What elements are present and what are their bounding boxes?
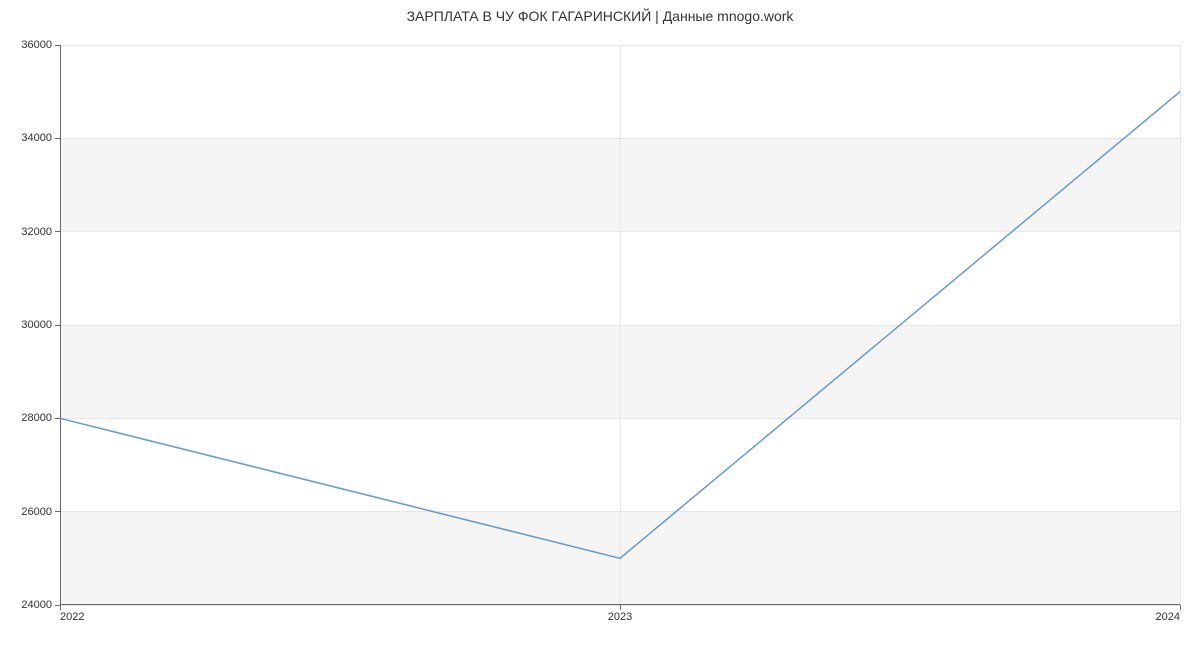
x-tick-mark bbox=[60, 605, 61, 610]
x-tick-label: 2023 bbox=[608, 611, 632, 623]
x-tick-mark bbox=[620, 605, 621, 610]
plot-area: 2400026000280003000032000340003600020222… bbox=[60, 45, 1180, 605]
chart-title: ЗАРПЛАТА В ЧУ ФОК ГАГАРИНСКИЙ | Данные m… bbox=[0, 8, 1200, 24]
y-tick-label: 28000 bbox=[21, 412, 52, 424]
x-tick-label: 2024 bbox=[1156, 611, 1180, 623]
y-tick-label: 36000 bbox=[21, 39, 52, 51]
chart-container: ЗАРПЛАТА В ЧУ ФОК ГАГАРИНСКИЙ | Данные m… bbox=[0, 0, 1200, 650]
y-tick-label: 30000 bbox=[21, 319, 52, 331]
y-tick-label: 26000 bbox=[21, 506, 52, 518]
y-tick-label: 24000 bbox=[21, 599, 52, 611]
y-tick-label: 34000 bbox=[21, 132, 52, 144]
y-tick-label: 32000 bbox=[21, 226, 52, 238]
x-tick-label: 2022 bbox=[60, 611, 84, 623]
line-series bbox=[60, 45, 1180, 605]
x-tick-mark bbox=[1180, 605, 1181, 610]
